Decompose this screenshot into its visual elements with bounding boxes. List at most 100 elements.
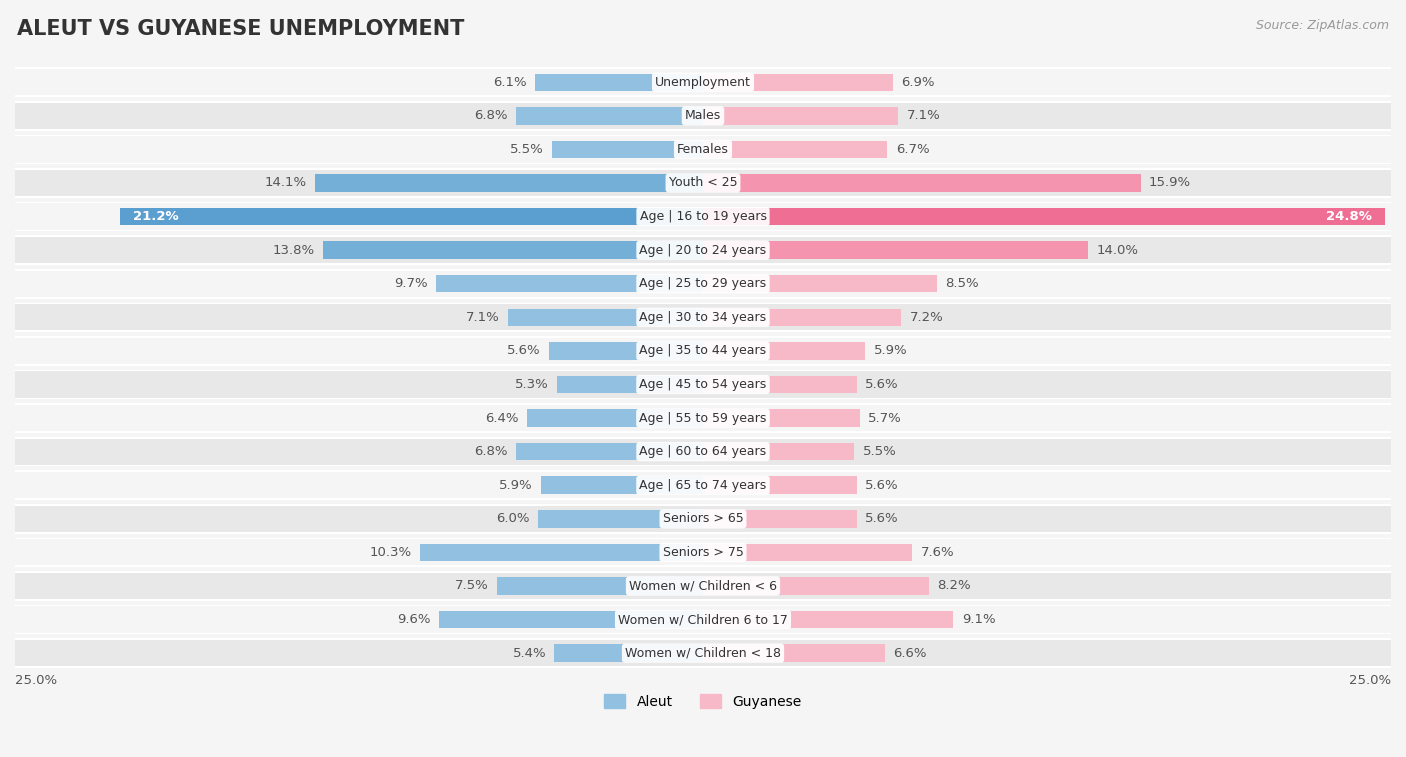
Text: 5.4%: 5.4%: [513, 646, 546, 659]
Bar: [703, 476, 858, 494]
Text: 5.3%: 5.3%: [515, 378, 548, 391]
Text: 5.6%: 5.6%: [508, 344, 541, 357]
Bar: [15, 336, 1391, 366]
Bar: [541, 476, 703, 494]
Text: 8.5%: 8.5%: [945, 277, 979, 290]
Bar: [15, 605, 1391, 634]
Text: 9.7%: 9.7%: [394, 277, 427, 290]
Bar: [15, 403, 1391, 433]
Bar: [15, 372, 1391, 397]
Text: Age | 65 to 74 years: Age | 65 to 74 years: [640, 478, 766, 492]
Text: 6.9%: 6.9%: [901, 76, 935, 89]
Bar: [703, 375, 858, 393]
Bar: [15, 506, 1391, 532]
Bar: [703, 309, 901, 326]
Bar: [439, 611, 703, 628]
Text: Women w/ Children 6 to 17: Women w/ Children 6 to 17: [619, 613, 787, 626]
Text: Age | 16 to 19 years: Age | 16 to 19 years: [640, 210, 766, 223]
Bar: [15, 136, 1391, 163]
Bar: [703, 611, 953, 628]
Bar: [315, 174, 703, 192]
Bar: [15, 271, 1391, 297]
Bar: [496, 578, 703, 595]
Bar: [527, 410, 703, 427]
Text: 5.6%: 5.6%: [865, 512, 898, 525]
Bar: [703, 510, 858, 528]
Text: Age | 30 to 34 years: Age | 30 to 34 years: [640, 311, 766, 324]
Bar: [15, 170, 1391, 196]
Bar: [516, 443, 703, 460]
Bar: [15, 437, 1391, 466]
Text: Seniors > 75: Seniors > 75: [662, 546, 744, 559]
Text: 6.8%: 6.8%: [474, 445, 508, 458]
Bar: [538, 510, 703, 528]
Bar: [703, 174, 1140, 192]
Bar: [15, 67, 1391, 97]
Text: 5.5%: 5.5%: [509, 143, 543, 156]
Bar: [15, 338, 1391, 364]
Bar: [120, 208, 703, 226]
Bar: [15, 135, 1391, 164]
Bar: [15, 470, 1391, 500]
Text: Unemployment: Unemployment: [655, 76, 751, 89]
Bar: [703, 410, 860, 427]
Bar: [419, 544, 703, 561]
Text: 14.0%: 14.0%: [1097, 244, 1139, 257]
Bar: [15, 235, 1391, 265]
Text: 5.6%: 5.6%: [865, 478, 898, 492]
Text: 7.5%: 7.5%: [454, 579, 488, 593]
Text: 7.1%: 7.1%: [907, 109, 941, 123]
Bar: [436, 275, 703, 292]
Text: 7.2%: 7.2%: [910, 311, 943, 324]
Text: 24.8%: 24.8%: [1326, 210, 1372, 223]
Bar: [703, 644, 884, 662]
Bar: [703, 141, 887, 158]
Text: 25.0%: 25.0%: [15, 674, 58, 687]
Text: ALEUT VS GUYANESE UNEMPLOYMENT: ALEUT VS GUYANESE UNEMPLOYMENT: [17, 19, 464, 39]
Text: Females: Females: [678, 143, 728, 156]
Text: Age | 20 to 24 years: Age | 20 to 24 years: [640, 244, 766, 257]
Bar: [15, 638, 1391, 668]
Bar: [15, 472, 1391, 498]
Bar: [703, 208, 1385, 226]
Bar: [703, 544, 912, 561]
Text: Age | 45 to 54 years: Age | 45 to 54 years: [640, 378, 766, 391]
Bar: [15, 303, 1391, 332]
Bar: [15, 204, 1391, 229]
Text: 6.4%: 6.4%: [485, 412, 519, 425]
Text: 10.3%: 10.3%: [370, 546, 412, 559]
Bar: [557, 375, 703, 393]
Bar: [536, 73, 703, 91]
Bar: [15, 202, 1391, 232]
Text: 7.1%: 7.1%: [465, 311, 499, 324]
Text: Source: ZipAtlas.com: Source: ZipAtlas.com: [1256, 19, 1389, 32]
Bar: [15, 101, 1391, 131]
Text: 21.2%: 21.2%: [134, 210, 179, 223]
Text: Age | 35 to 44 years: Age | 35 to 44 years: [640, 344, 766, 357]
Bar: [703, 578, 929, 595]
Text: 25.0%: 25.0%: [1348, 674, 1391, 687]
Bar: [554, 644, 703, 662]
Bar: [703, 275, 936, 292]
Bar: [508, 309, 703, 326]
Text: Age | 55 to 59 years: Age | 55 to 59 years: [640, 412, 766, 425]
Text: 5.9%: 5.9%: [499, 478, 533, 492]
Text: 13.8%: 13.8%: [273, 244, 315, 257]
Text: 5.7%: 5.7%: [868, 412, 901, 425]
Text: 6.6%: 6.6%: [893, 646, 927, 659]
Text: 9.1%: 9.1%: [962, 613, 995, 626]
Text: 9.6%: 9.6%: [396, 613, 430, 626]
Text: Males: Males: [685, 109, 721, 123]
Bar: [703, 443, 855, 460]
Bar: [15, 539, 1391, 565]
Text: Women w/ Children < 6: Women w/ Children < 6: [628, 579, 778, 593]
Text: 6.1%: 6.1%: [494, 76, 527, 89]
Bar: [15, 606, 1391, 633]
Bar: [15, 269, 1391, 298]
Bar: [703, 73, 893, 91]
Text: 5.9%: 5.9%: [873, 344, 907, 357]
Bar: [15, 572, 1391, 601]
Bar: [703, 241, 1088, 259]
Bar: [703, 342, 865, 360]
Bar: [15, 69, 1391, 95]
